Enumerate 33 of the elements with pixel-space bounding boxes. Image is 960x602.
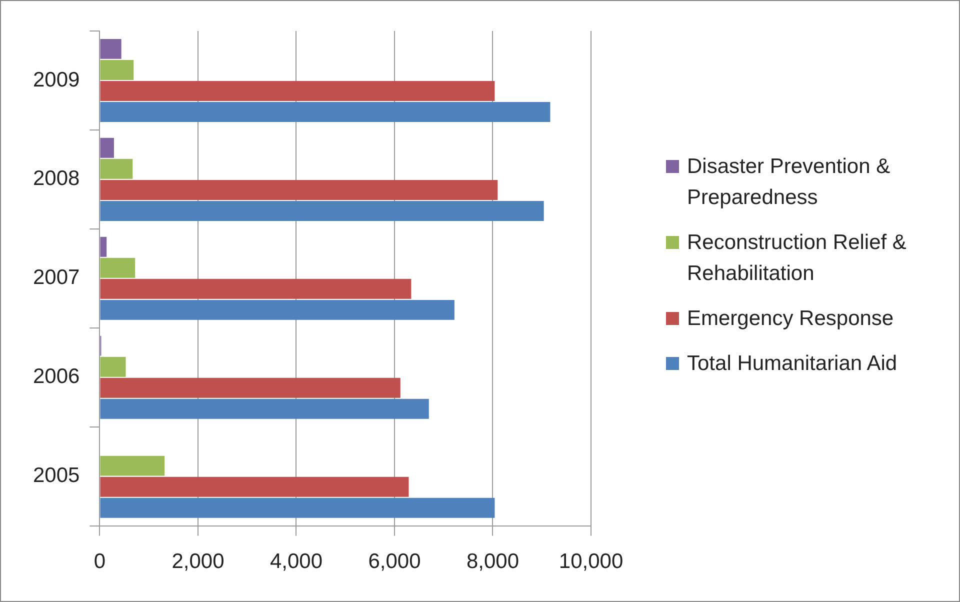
x-tick-label: 0	[94, 550, 106, 574]
bar	[100, 300, 454, 320]
x-tick-label: 8,000	[466, 550, 520, 574]
x-tick-label: 2,000	[172, 550, 224, 574]
y-tick-label: 2007	[33, 266, 80, 290]
bar	[100, 138, 114, 158]
y-tick-label: 2006	[33, 365, 80, 388]
x-tick-label: 6,000	[368, 550, 421, 574]
bar	[100, 102, 550, 122]
bar	[100, 180, 498, 200]
bar	[100, 456, 165, 476]
x-tick-label: 4,000	[270, 550, 323, 574]
y-tick-label: 2009	[33, 68, 80, 92]
legend-label: Disaster Prevention & Preparedness	[687, 154, 892, 211]
y-tick-label: 2005	[33, 464, 80, 488]
legend-label: Emergency Response	[687, 306, 894, 332]
bar	[100, 498, 495, 518]
legend-label: Reconstruction Relief & Rehabilitation	[687, 230, 908, 287]
bar	[100, 38, 122, 59]
bar	[100, 200, 544, 221]
y-tick-label: 2008	[33, 167, 80, 190]
bar	[100, 158, 133, 179]
bar	[100, 378, 400, 398]
bar	[100, 278, 412, 299]
bar	[100, 81, 495, 101]
legend-label: Total Humanitarian Aid	[687, 351, 898, 377]
bar	[100, 236, 107, 257]
bar	[100, 60, 134, 80]
bar	[100, 356, 126, 377]
x-tick-label: 10,000	[558, 550, 624, 574]
bar	[100, 476, 409, 497]
bar	[100, 258, 136, 278]
bar	[100, 398, 429, 419]
